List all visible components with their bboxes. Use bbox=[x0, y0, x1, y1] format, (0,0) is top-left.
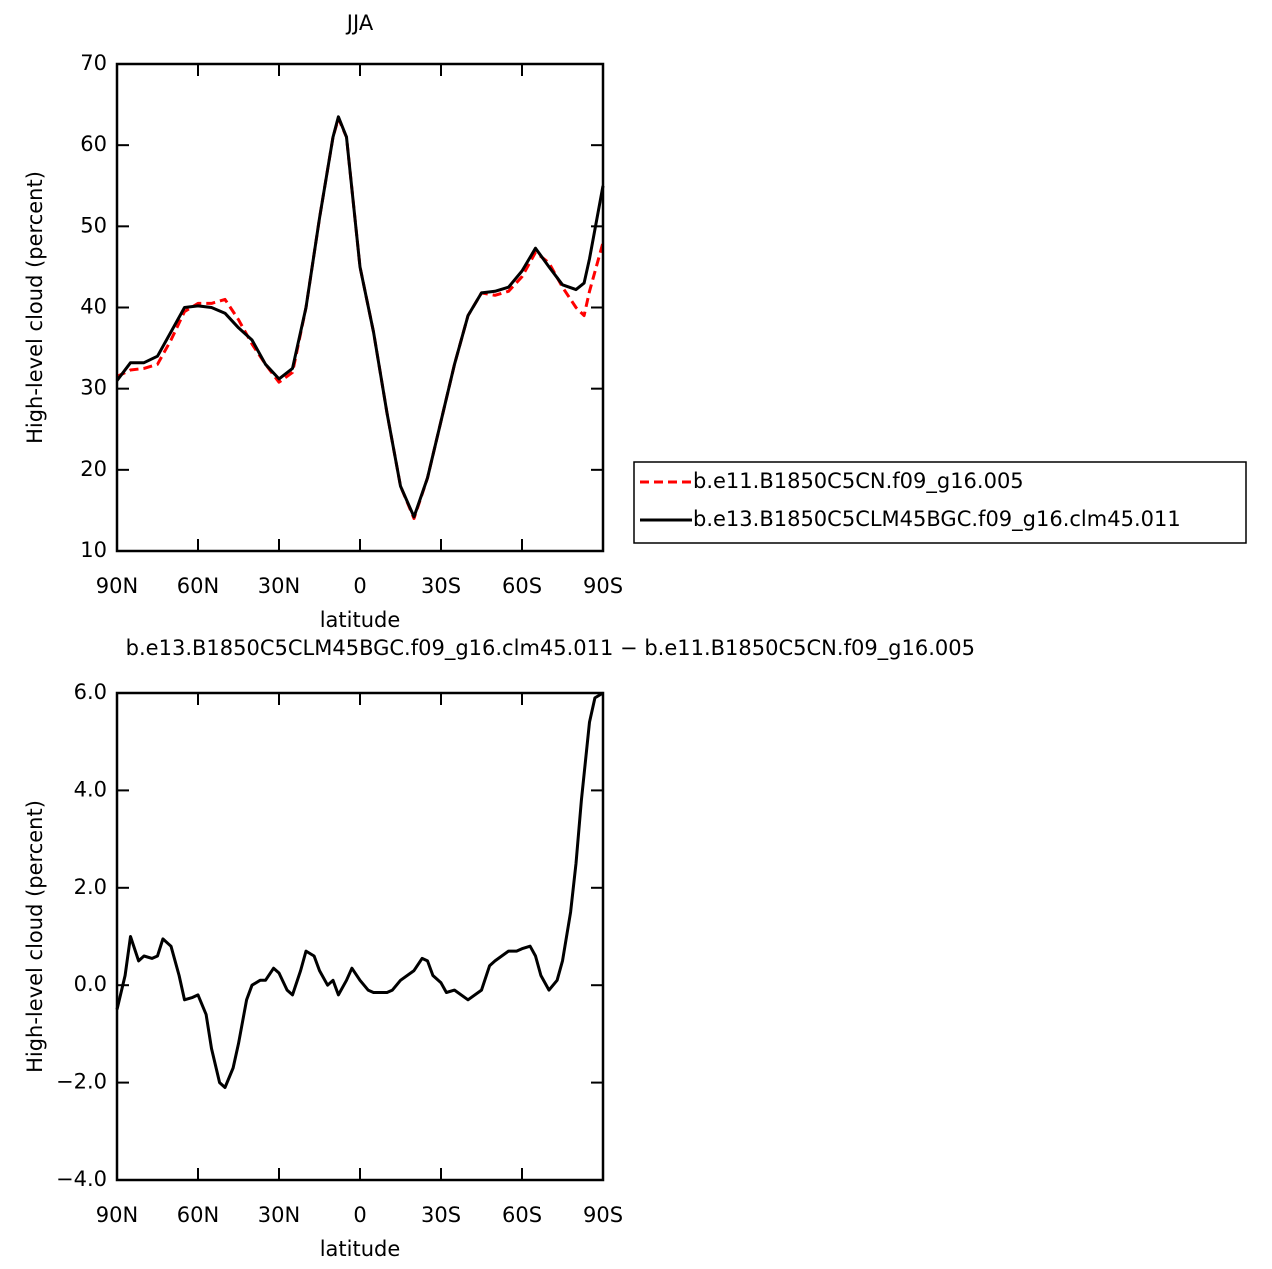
x-tick-label: 30N bbox=[258, 1203, 300, 1227]
x-tick-label: 30N bbox=[258, 574, 300, 598]
x-tick-label: 0 bbox=[353, 1203, 366, 1227]
y-tick-label: 2.0 bbox=[74, 875, 107, 899]
x-tick-label: 90N bbox=[96, 1203, 138, 1227]
x-tick-label: 90S bbox=[583, 1203, 623, 1227]
x-tick-label: 60S bbox=[502, 1203, 542, 1227]
y-tick-label: 50 bbox=[80, 213, 107, 237]
x-axis-label: latitude bbox=[320, 1237, 401, 1261]
y-tick-label: 20 bbox=[80, 457, 107, 481]
y-axis-label: High-level cloud (percent) bbox=[23, 800, 47, 1073]
y-tick-label: 6.0 bbox=[74, 680, 107, 704]
y-tick-label: 40 bbox=[80, 295, 107, 319]
x-tick-label: 0 bbox=[353, 574, 366, 598]
y-axis-label: High-level cloud (percent) bbox=[23, 171, 47, 444]
chart-title: b.e13.B1850C5CLM45BGC.f09_g16.clm45.011 … bbox=[126, 636, 975, 661]
x-tick-label: 60S bbox=[502, 574, 542, 598]
x-tick-label: 90N bbox=[96, 574, 138, 598]
data-line bbox=[115, 691, 604, 1089]
plot-frame bbox=[115, 691, 605, 1182]
plot-frame bbox=[115, 62, 605, 553]
x-tick-label: 60N bbox=[177, 574, 219, 598]
y-tick-label: −4.0 bbox=[56, 1167, 107, 1191]
x-axis-label: latitude bbox=[320, 608, 401, 632]
x-tick-label: 90S bbox=[583, 574, 623, 598]
legend-label: b.e13.B1850C5CLM45BGC.f09_g16.clm45.011 bbox=[693, 507, 1181, 532]
x-tick-label: 30S bbox=[421, 574, 461, 598]
y-tick-label: −2.0 bbox=[56, 1070, 107, 1094]
legend-box bbox=[633, 461, 1247, 544]
data-line bbox=[115, 115, 605, 519]
x-tick-label: 60N bbox=[177, 1203, 219, 1227]
x-tick-label: 30S bbox=[421, 1203, 461, 1227]
y-tick-label: 4.0 bbox=[74, 777, 107, 801]
y-tick-label: 10 bbox=[80, 538, 107, 562]
y-tick-label: 60 bbox=[80, 132, 107, 156]
y-tick-label: 0.0 bbox=[74, 972, 107, 996]
legend-label: b.e11.B1850C5CN.f09_g16.005 bbox=[693, 469, 1024, 494]
y-tick-label: 30 bbox=[80, 376, 107, 400]
data-line bbox=[116, 116, 605, 520]
y-tick-label: 70 bbox=[80, 51, 107, 75]
chart-title: JJA bbox=[345, 11, 374, 35]
